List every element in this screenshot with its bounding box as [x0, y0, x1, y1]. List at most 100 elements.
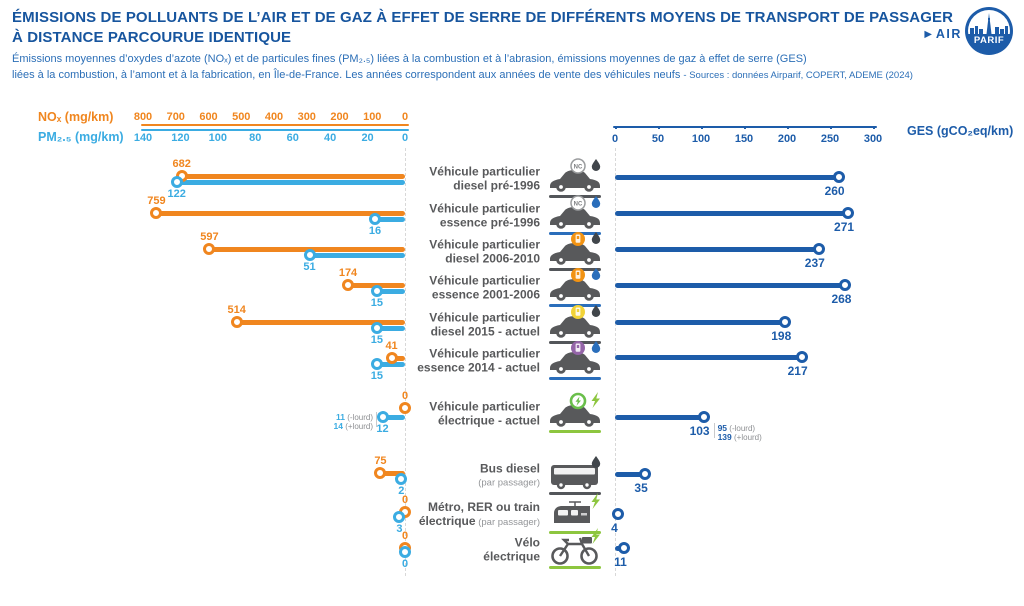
nox-point [399, 402, 411, 414]
title-line-1: ÉMISSIONS DE POLLUANTS DE L’AIR ET DE GA… [12, 9, 954, 26]
nox-bar [156, 210, 405, 216]
ges-point [697, 411, 710, 423]
ges-tickmark [787, 126, 789, 129]
ges-tick: 250 [820, 133, 840, 145]
nox-tick: 200 [330, 111, 349, 123]
ges-value: 260 [824, 184, 845, 198]
row-label-line: diesel 2015 - actuel [430, 324, 540, 338]
ges-bar [615, 319, 786, 325]
ges-point [839, 279, 852, 291]
ges-tick: 100 [691, 133, 711, 145]
pm25-value: 15 [370, 334, 384, 346]
car-icon [546, 266, 604, 310]
row-label: Véhicule particulier diesel 2015 - actuel [300, 311, 540, 339]
car-icon [546, 303, 604, 347]
nox-value: 0 [401, 390, 409, 402]
nox-bar [391, 355, 405, 361]
row-sublabel: (par passager) [478, 477, 540, 488]
pm25-value: 122 [167, 188, 186, 200]
row-label-line: Vélo [514, 535, 540, 550]
car-icon [546, 392, 604, 436]
pm25-tick: 100 [208, 132, 228, 144]
nox-tick: 400 [264, 111, 284, 123]
svg-text:PARIF: PARIF [974, 35, 1004, 46]
ges-tickmark [658, 126, 660, 129]
ges-tickmark [701, 126, 703, 129]
ges-value: 103 [689, 424, 710, 438]
ges-value: 11 [614, 555, 627, 569]
row-label: Bus diesel (par passager) [300, 462, 540, 490]
pm25-point [395, 473, 408, 485]
nox-tick: 600 [199, 111, 218, 123]
pm25-point [376, 411, 389, 423]
pm25-value: 15 [370, 370, 384, 382]
right-zero-baseline [615, 148, 616, 576]
ges-bar [615, 282, 846, 288]
nox-value: 514 [227, 304, 246, 316]
pm25-point [370, 358, 383, 370]
ges-tick: 200 [777, 133, 797, 145]
row-label-line: électrique [483, 549, 540, 563]
row-label: Véhicule particulier essence pré-1996 [300, 202, 540, 230]
pm25-tick: 0 [401, 132, 409, 144]
nox-bar [380, 470, 405, 476]
row-label-line: essence 2014 - actuel [417, 360, 540, 374]
nox-point [203, 243, 216, 255]
title-line-2: À DISTANCE PARCOURUE IDENTIQUE [12, 28, 292, 46]
pm25-point [399, 546, 411, 558]
pm25-tick: 80 [249, 132, 262, 144]
subtitle-line-1: Émissions moyennes d’oxydes d’azote (NOₓ… [12, 53, 807, 65]
ges-bar [615, 174, 839, 180]
ges-point [612, 508, 625, 520]
pm25-value: 16 [368, 225, 382, 237]
sources-note: - Sources : données Airparif, COPERT, AD… [683, 69, 913, 81]
row-label-line: Métro, RER ou train [427, 500, 540, 514]
nox-tick: 500 [232, 111, 251, 123]
nox-tick: 800 [133, 111, 153, 123]
ges-tick: 0 [611, 133, 619, 145]
ges-tick: 300 [863, 133, 883, 145]
row-label: Vélo électrique [300, 535, 540, 564]
nox-bar [181, 173, 405, 179]
nox-value: 75 [374, 455, 387, 467]
nox-tick: 300 [297, 111, 316, 123]
pm25-point [170, 176, 183, 188]
row-label: Véhicule particulier diesel pré-1996 [300, 165, 540, 193]
ges-value: 268 [831, 292, 852, 306]
ges-tick: 150 [734, 133, 754, 145]
pm25-bar [376, 361, 405, 367]
ges-tick: 50 [651, 133, 665, 145]
pm25-value: 2 [398, 485, 405, 497]
pm25-axis-line [141, 128, 409, 131]
tram-icon [546, 493, 604, 537]
ges-note: 95 (-lourd) 139 (+lourd) [717, 423, 762, 443]
pm25-bar [376, 288, 405, 294]
left-zero-baseline [405, 148, 406, 576]
pm25-value: 12 [376, 423, 389, 435]
pm25-point [369, 213, 382, 225]
pm25-note: 11 (-lourd) 14 (+lourd) [333, 412, 374, 432]
ges-point [842, 207, 855, 219]
nox-point [385, 352, 398, 364]
ges-tickmark [873, 126, 875, 129]
ges-tickmark [615, 126, 617, 129]
pm25-value: 3 [396, 523, 403, 535]
row-label-line: Véhicule particulier [429, 346, 540, 361]
ges-value: 237 [804, 256, 825, 270]
ges-point [832, 171, 845, 183]
row-label: Véhicule particulier diesel 2006-2010 [300, 238, 540, 266]
row-label: Véhicule particulier essence 2001-2006 [300, 274, 540, 302]
airparif-globe-icon: PARIF [964, 6, 1014, 61]
pm25-tick: 40 [324, 132, 337, 144]
pm25-bar [176, 179, 405, 185]
nox-point [374, 467, 387, 479]
ges-bar [615, 246, 819, 252]
pm25-bar [382, 414, 405, 420]
pm25-note-divider [376, 412, 377, 427]
ges-point [779, 316, 792, 328]
nox-point [150, 207, 163, 219]
nox-tick: 700 [166, 111, 185, 123]
pm25-point [370, 322, 383, 334]
nox-value: 759 [147, 195, 166, 207]
